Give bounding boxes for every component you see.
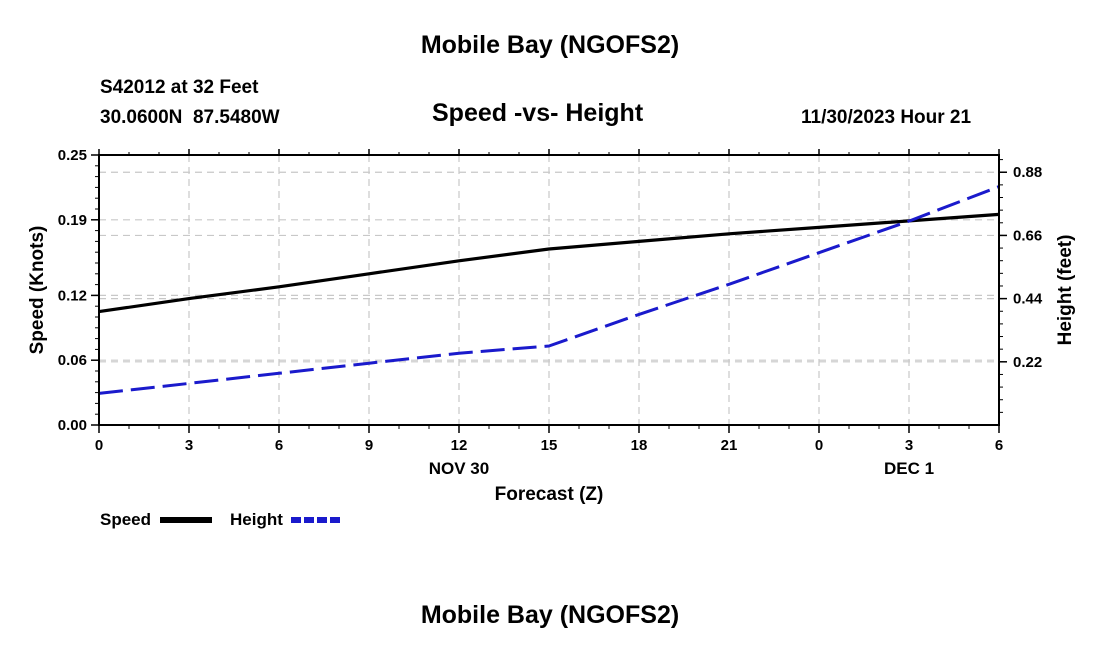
x-axis-label: Forecast (Z) [495,484,604,505]
right-tick-label: 0.66 [1013,227,1042,244]
x-tick-label: 0 [815,437,823,454]
left-tick-label: 0.25 [58,147,87,164]
x-tick-label: 9 [365,437,373,454]
legend-speed-label: Speed [100,510,151,529]
x-tick-label: 12 [451,437,468,454]
date-label: DEC 1 [884,459,934,478]
station-label: S42012 at 32 Feet [100,77,259,98]
x-tick-label: 21 [721,437,738,454]
x-tick-label: 18 [631,437,648,454]
left-tick-label: 0.19 [58,212,87,229]
axis-labels: 0 3 6 9 12 15 18 21 0 3 6 NOV 30 DEC 1 0.00 0.06 0.12 0.… [58,147,1043,478]
x-tick-label: 6 [995,437,1003,454]
right-tick-label: 0.22 [1013,354,1042,371]
left-axis-label: Speed (Knots) [27,226,48,355]
forecast-datetime: 11/30/2023 Hour 21 [801,107,972,128]
right-tick-label: 0.88 [1013,164,1042,181]
page-title: Mobile Bay (NGOFS2) [420,31,680,59]
series-line-speed [98,212,1000,314]
grid [99,155,999,425]
legend: Speed Height [100,510,342,529]
footer-title: Mobile Bay (NGOFS2) [420,601,680,629]
series [98,185,1000,395]
x-tick-label: 15 [541,437,558,454]
chart-title: Speed -vs- Height [432,99,644,127]
speed-height-chart: 0 3 6 9 12 15 18 21 0 3 6 NOV 30 DEC 1 0.00 0.06 0.12 0.… [27,147,1076,529]
right-axis-label: Height (feet) [1055,235,1076,346]
series-line-height [98,185,1000,395]
date-label: NOV 30 [429,459,489,478]
station-coordinates: 30.0600N 87.5480W [100,107,280,128]
x-tick-label: 6 [275,437,283,454]
left-tick-label: 0.00 [58,417,87,434]
plot-frame [98,154,1000,426]
x-tick-label: 3 [185,437,193,454]
x-tick-label: 3 [905,437,913,454]
right-tick-label: 0.44 [1013,291,1043,308]
legend-height-label: Height [230,510,283,529]
x-tick-label: 0 [95,437,103,454]
left-tick-label: 0.12 [58,287,87,304]
left-tick-label: 0.06 [58,352,87,369]
